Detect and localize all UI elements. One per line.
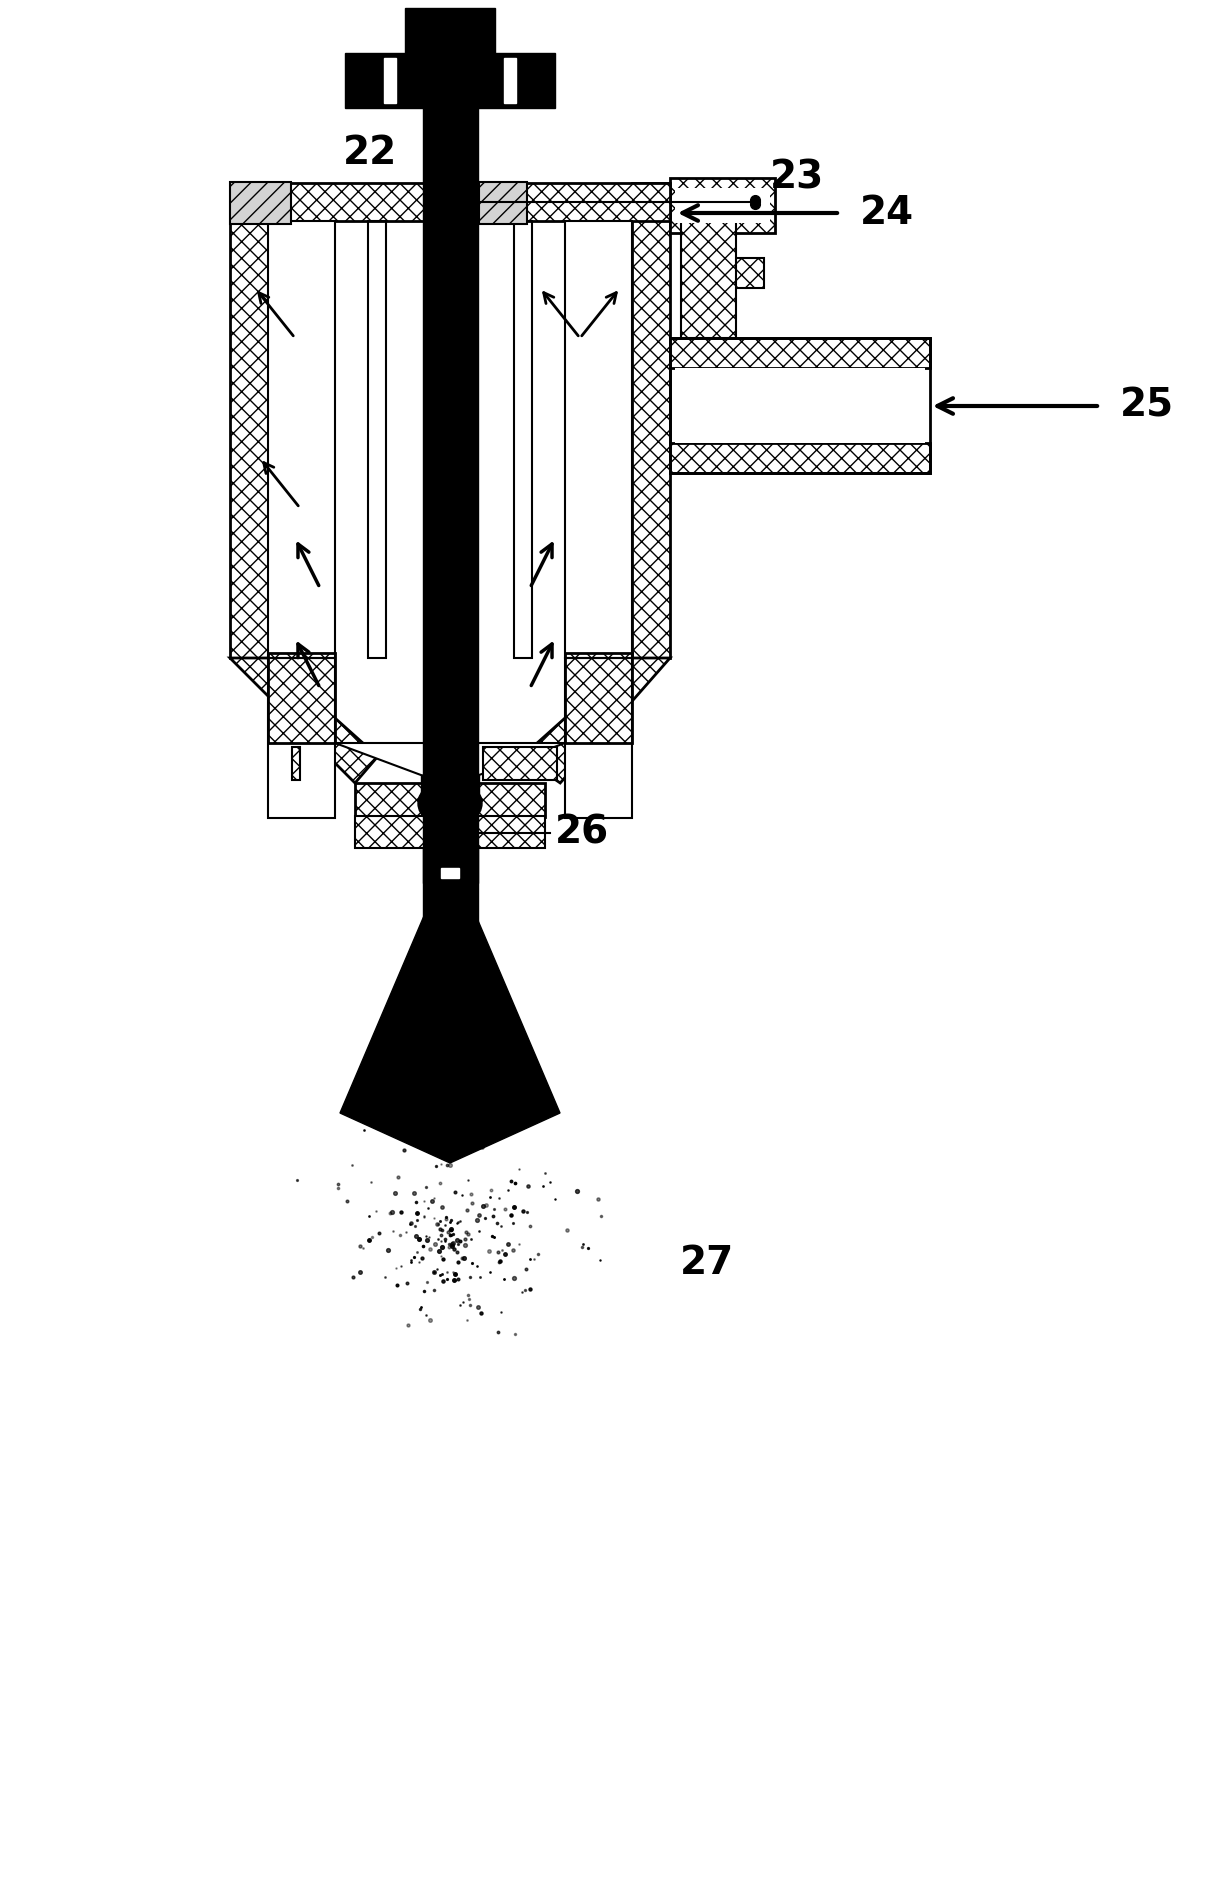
Bar	[422, 776, 480, 801]
Bar	[675, 189, 769, 223]
Bar	[483, 748, 557, 780]
Bar	[689, 259, 763, 289]
Ellipse shape	[418, 780, 482, 827]
Text: 22: 22	[343, 134, 397, 172]
Bar	[355, 816, 545, 848]
Bar	[565, 221, 632, 659]
Bar	[670, 177, 776, 232]
Text: 24: 24	[860, 194, 914, 232]
Bar	[268, 659, 335, 818]
Bar	[268, 653, 335, 744]
Bar	[355, 784, 545, 818]
Bar	[632, 183, 670, 659]
Bar	[670, 338, 930, 474]
Bar	[230, 183, 291, 225]
Bar	[441, 868, 459, 878]
Bar	[268, 659, 335, 818]
Bar	[565, 659, 632, 818]
Bar	[513, 221, 532, 659]
Bar	[230, 183, 670, 221]
Bar	[565, 653, 632, 744]
Bar	[268, 221, 335, 659]
Bar	[565, 659, 632, 818]
Bar	[480, 183, 527, 225]
Bar	[504, 59, 516, 104]
Bar	[565, 221, 632, 659]
Bar	[670, 444, 930, 474]
Polygon shape	[522, 659, 670, 784]
Text: 26: 26	[554, 814, 609, 851]
Bar	[368, 221, 387, 659]
Polygon shape	[230, 659, 378, 784]
Bar	[291, 748, 300, 780]
Text: 27: 27	[680, 1244, 734, 1282]
Bar	[345, 53, 554, 108]
Bar	[670, 338, 930, 368]
Bar	[681, 215, 737, 338]
Polygon shape	[335, 744, 565, 776]
Bar	[423, 108, 477, 1127]
Bar	[268, 221, 335, 659]
Bar	[423, 848, 477, 884]
Bar	[230, 183, 268, 659]
Text: 25: 25	[1120, 387, 1174, 425]
Bar	[675, 368, 925, 444]
Bar	[405, 8, 495, 53]
Polygon shape	[339, 884, 561, 1163]
Bar	[384, 59, 396, 104]
Text: 23: 23	[769, 159, 824, 196]
